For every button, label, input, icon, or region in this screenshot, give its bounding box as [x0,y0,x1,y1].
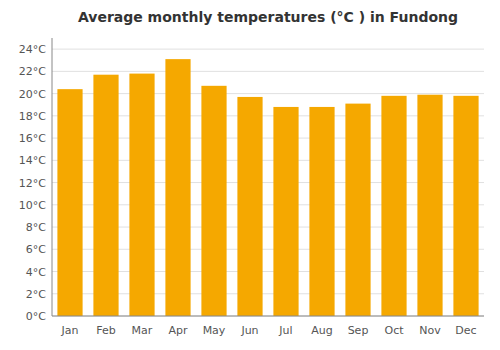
grid-line [52,71,484,72]
x-tick-label: Nov [419,324,441,337]
y-tick-label: 14°C [19,154,46,167]
x-tick-label: Apr [168,324,188,337]
y-axis-ticks: 0°C 2°C 4°C 6°C 8°C 10°C 12°C 14°C 16°C 18°C 20°C 2… [19,43,46,323]
bar [417,95,442,316]
bar [453,96,478,316]
x-tick-label: Mar [132,324,153,337]
x-tick-label: May [203,324,226,337]
y-tick-label: 12°C [19,177,46,190]
y-tick-label: 4°C [26,266,46,279]
grid-line [52,49,484,50]
bar [93,75,118,316]
y-tick-label: 10°C [19,199,46,212]
bar [237,97,262,316]
x-tick-label: Sep [348,324,369,337]
y-tick-label: 24°C [19,43,46,56]
grid [52,49,484,316]
y-tick-label: 0°C [26,310,46,323]
y-tick-label: 20°C [19,88,46,101]
x-tick-label: Jun [240,324,258,337]
bar [201,86,226,316]
y-axis-line [52,38,53,316]
bar [129,74,154,316]
x-tick-label: Aug [311,324,332,337]
y-tick-label: 8°C [26,221,46,234]
bar [273,107,298,316]
bar [309,107,334,316]
x-tick-label: Oct [384,324,404,337]
y-tick-label: 22°C [19,65,46,78]
y-tick-label: 6°C [26,243,46,256]
chart-title: Average monthly temperatures (°C ) in Fu… [78,9,458,25]
bar [57,89,82,316]
bar [345,104,370,316]
chart-container: Average monthly temperatures (°C ) in Fu… [0,0,500,350]
bar [165,59,190,316]
grid-line [52,316,484,317]
bar [381,96,406,316]
y-tick-label: 18°C [19,110,46,123]
x-tick-label: Feb [96,324,115,337]
chart-svg: Average monthly temperatures (°C ) in Fu… [0,0,500,350]
y-tick-label: 16°C [19,132,46,145]
x-tick-label: Dec [455,324,476,337]
bars [57,59,478,316]
x-tick-label: Jul [278,324,292,337]
x-tick-label: Jan [61,324,79,337]
y-tick-label: 2°C [26,288,46,301]
x-axis-line [52,316,484,317]
x-axis-ticks: Jan Feb Mar Apr May Jun Jul Aug Sep Oct Nov Dec [61,324,477,337]
